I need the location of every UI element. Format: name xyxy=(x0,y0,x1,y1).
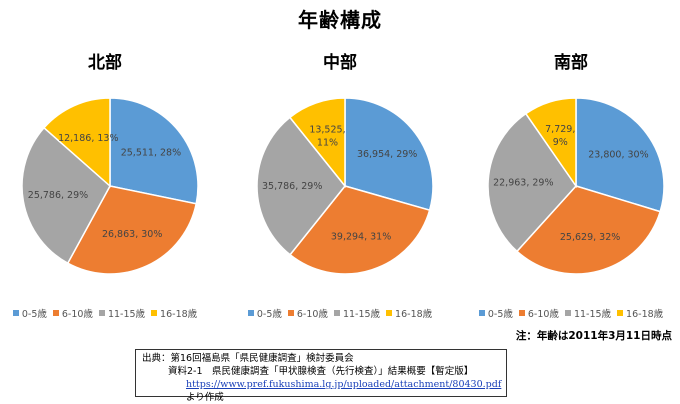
data-label: 26,863, 30% xyxy=(102,229,162,240)
legend-label: 11-15歳 xyxy=(573,309,612,320)
legend-label: 16-18歳 xyxy=(626,309,664,320)
legend-swatch xyxy=(478,310,485,316)
source-line: 出典：第16回福島県「県民健康調査」検討委員会 xyxy=(142,353,354,364)
data-label: 7,729, 9% xyxy=(545,124,575,148)
pie-slice-0-5歳 xyxy=(109,97,199,205)
data-label: 13,525, 11% xyxy=(309,125,345,149)
pie-slice-16-18歳 xyxy=(524,97,577,189)
legend-label: 11-15歳 xyxy=(342,309,381,320)
pie-title: 北部 xyxy=(88,53,122,73)
pie-chart-central: 中部 36,954, 29% 39,294, 31% 35,786, 29% 13,5… xyxy=(227,48,453,328)
legend-label: 16-18歳 xyxy=(395,309,433,320)
pie-svg: 25,511, 28% 26,863, 30% 25,786, 29% 12,186,… xyxy=(21,97,199,275)
pie-slice-6-10歳 xyxy=(289,185,431,275)
legend-item: 11-15歳 xyxy=(333,306,381,320)
pie-slice-16-18歳 xyxy=(42,97,111,188)
legend-item: 16-18歳 xyxy=(151,306,197,320)
legend-swatch xyxy=(12,310,19,316)
data-label: 25,786, 29% xyxy=(28,190,88,201)
legend-swatch xyxy=(617,310,624,316)
data-label: 22,963, 29% xyxy=(493,178,553,189)
legend-swatch xyxy=(52,310,59,316)
legend-label: 0-5歳 xyxy=(487,309,513,320)
legend: 0-5歳 6-10歳 11-15歳 16-18歳 xyxy=(458,306,680,320)
pie-slice-11-15歳 xyxy=(487,112,577,253)
legend: 0-5歳 6-10歳 11-15歳 16-18歳 xyxy=(227,306,453,320)
legend-swatch xyxy=(518,310,525,316)
pie-slice-0-5歳 xyxy=(575,97,665,213)
pie-svg: 23,800, 30% 25,629, 32% 22,963, 29% 7,729, 9… xyxy=(487,97,665,275)
legend-item: 6-10歳 xyxy=(52,306,93,320)
legend-swatch xyxy=(151,310,158,316)
data-label: 39,294, 31% xyxy=(331,231,391,242)
legend-swatch xyxy=(247,310,254,316)
data-label: 23,800, 30% xyxy=(588,150,648,161)
legend-label: 0-5歳 xyxy=(21,309,47,320)
pie-slice-11-15歳 xyxy=(256,116,346,256)
legend-item: 11-15歳 xyxy=(98,306,146,320)
legend-label: 6-10歳 xyxy=(296,309,328,320)
pie-slice-0-5歳 xyxy=(344,97,434,212)
legend-label: 0-5歳 xyxy=(256,309,282,320)
data-label: 35,786, 29% xyxy=(262,181,322,192)
legend-label: 6-10歳 xyxy=(61,309,93,320)
pie-chart-north: 北部 25,511, 28% 26,863, 30% 25,786, 29% 12,1… xyxy=(0,48,218,328)
legend-item: 0-5歳 xyxy=(478,306,513,320)
legend-item: 6-10歳 xyxy=(518,306,559,320)
legend-swatch xyxy=(287,310,294,316)
data-label: 36,954, 29% xyxy=(357,149,417,160)
pie-svg: 36,954, 29% 39,294, 31% 35,786, 29% 13,525,… xyxy=(256,97,434,275)
pie-slice-6-10歳 xyxy=(66,185,198,275)
pie-slice-16-18歳 xyxy=(288,97,346,189)
date-note: 注：年齢は2011年3月11日時点 xyxy=(515,330,672,342)
pie-chart-south: 南部 23,800, 30% 25,629, 32% 22,963, 29% 7,72… xyxy=(458,48,680,328)
pie-slice-11-15歳 xyxy=(21,126,111,265)
pie-title: 中部 xyxy=(323,53,357,73)
pie-slice-6-10歳 xyxy=(515,185,662,275)
legend-swatch xyxy=(98,310,105,316)
source-line: 資料2-1 県民健康調査「甲状腺検査（先行検査）」結果概要【暫定版】 xyxy=(168,366,474,377)
legend-item: 0-5歳 xyxy=(12,306,47,320)
data-label: 25,629, 32% xyxy=(560,232,620,243)
source-suffix: より作成 xyxy=(186,379,511,403)
legend-item: 6-10歳 xyxy=(287,306,328,320)
legend-item: 0-5歳 xyxy=(247,306,282,320)
legend-swatch xyxy=(386,310,393,316)
legend-swatch xyxy=(564,310,571,316)
legend-item: 16-18歳 xyxy=(386,306,432,320)
source-link[interactable]: https://www.pref.fukushima.lg.jp/uploade… xyxy=(186,379,502,390)
legend-item: 16-18歳 xyxy=(617,306,663,320)
source-url-line: https://www.pref.fukushima.lg.jp/uploade… xyxy=(142,378,502,404)
data-label: 25,511, 28% xyxy=(121,148,181,159)
legend-label: 11-15歳 xyxy=(107,309,146,320)
data-label: 12,186, 13% xyxy=(58,133,118,144)
source-box: 出典：第16回福島県「県民健康調査」検討委員会 資料2-1 県民健康調査「甲状腺… xyxy=(135,349,507,403)
pie-title: 南部 xyxy=(554,53,588,73)
legend-label: 16-18歳 xyxy=(160,309,198,320)
legend: 0-5歳 6-10歳 11-15歳 16-18歳 xyxy=(0,306,218,320)
legend-item: 11-15歳 xyxy=(564,306,612,320)
legend-swatch xyxy=(333,310,340,316)
page-title: 年齢構成 xyxy=(298,8,382,32)
legend-label: 6-10歳 xyxy=(527,309,559,320)
